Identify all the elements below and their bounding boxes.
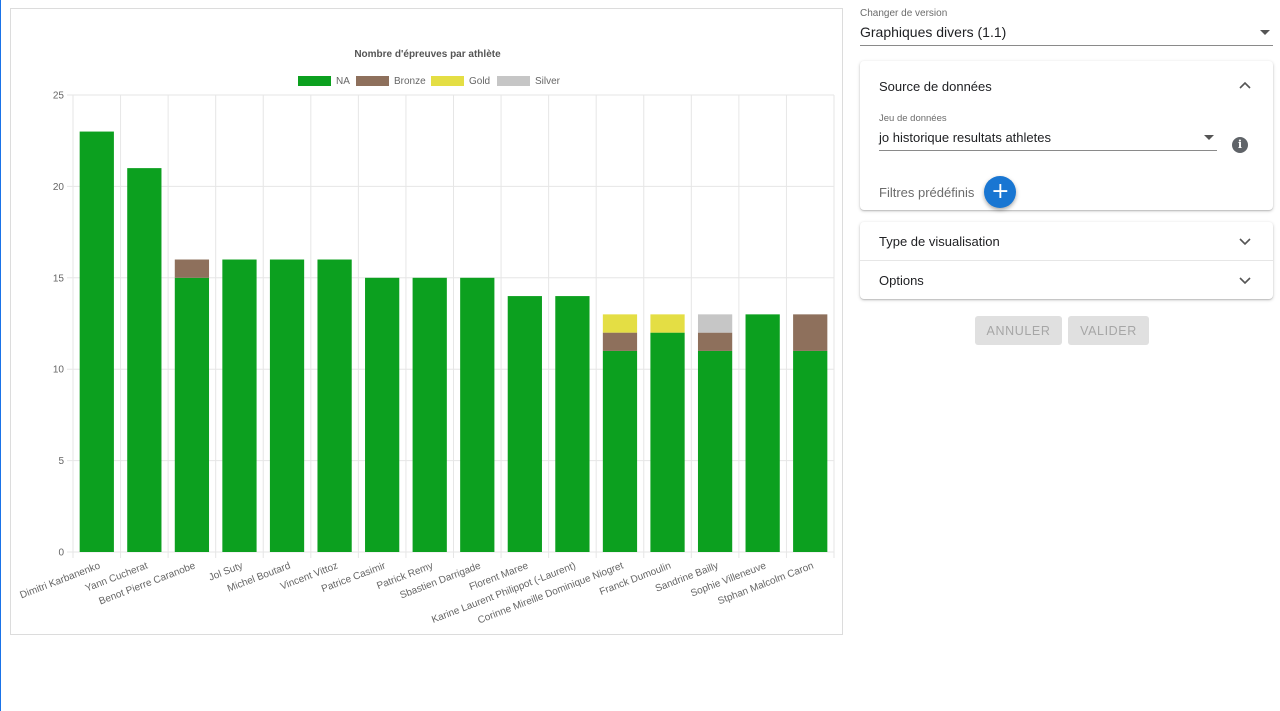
y-tick-label: 25 xyxy=(53,91,65,102)
legend-swatch xyxy=(497,76,530,86)
chevron-down-icon[interactable] xyxy=(1237,233,1253,249)
options-panel-title: Options xyxy=(879,272,924,288)
bar-segment xyxy=(555,296,590,552)
source-panel-title: Source de données xyxy=(879,78,992,94)
bar-segment xyxy=(269,259,305,552)
chevron-up-icon[interactable] xyxy=(1237,78,1253,94)
panel-divider xyxy=(860,260,1273,261)
y-tick-label: 5 xyxy=(58,456,64,467)
legend-label: NA xyxy=(336,76,350,87)
settings-panel: Type de visualisation Options xyxy=(860,222,1273,299)
bar-segment xyxy=(697,314,733,333)
bar-segment xyxy=(412,277,447,552)
chart-title: Nombre d'épreuves par athlète xyxy=(354,49,501,60)
bar-segment xyxy=(507,296,542,552)
bar-segment xyxy=(650,332,685,552)
plus-icon: + xyxy=(991,179,1010,204)
version-label: Changer de version xyxy=(860,8,948,19)
add-filter-button[interactable]: + xyxy=(984,176,1017,208)
bar-segment xyxy=(697,350,733,552)
bar-segment xyxy=(793,350,828,552)
bar-segment xyxy=(365,277,400,552)
visualisation-panel-title: Type de visualisation xyxy=(879,233,1000,249)
bar-segment xyxy=(127,168,162,552)
legend-label: Silver xyxy=(535,76,561,87)
window-edge xyxy=(0,0,1,711)
bar-segment xyxy=(602,350,638,552)
source-panel-header[interactable]: Source de données xyxy=(860,61,1273,111)
y-tick-label: 15 xyxy=(53,273,65,284)
dropdown-arrow-icon[interactable] xyxy=(1260,29,1270,35)
legend-label: Bronze xyxy=(394,76,426,87)
source-panel-body: Jeu de données jo historique resultats a… xyxy=(860,113,1273,209)
chart-panel: Nombre d'épreuves par athlète NA Bronze Gol… xyxy=(10,8,843,635)
version-selector[interactable]: Changer de version Graphiques divers (1.… xyxy=(860,8,1273,46)
bar-segment xyxy=(697,332,733,351)
bar-segment xyxy=(793,314,828,351)
legend-swatch xyxy=(431,76,464,86)
dataset-value: jo historique resultats athletes xyxy=(879,129,1051,145)
predefined-filters: Filtres prédéfinis + xyxy=(879,175,1254,209)
dropdown-arrow-icon[interactable] xyxy=(1204,134,1214,140)
y-tick-label: 0 xyxy=(58,548,64,559)
bar-segment xyxy=(222,259,257,552)
dataset-select[interactable]: jo historique resultats athletes xyxy=(879,124,1217,151)
bar-segment xyxy=(650,314,685,333)
bar-segment xyxy=(174,259,210,278)
dataset-label: Jeu de données xyxy=(879,113,947,124)
source-panel: Source de données Jeu de données jo hist… xyxy=(860,61,1273,210)
submit-button[interactable]: VALIDER xyxy=(1068,316,1149,345)
legend-swatch xyxy=(356,76,389,86)
y-tick-label: 20 xyxy=(53,182,65,193)
bar-segment xyxy=(745,314,780,552)
version-select[interactable]: Graphiques divers (1.1) xyxy=(860,19,1273,46)
x-tick-label: Dimitri Karbanenko xyxy=(19,560,103,601)
options-panel-header[interactable]: Options xyxy=(860,261,1273,299)
bar-segment xyxy=(317,259,352,552)
bar-chart: Nombre d'épreuves par athlète NA Bronze Gol… xyxy=(19,49,835,626)
info-icon[interactable]: i xyxy=(1232,137,1248,153)
filters-label: Filtres prédéfinis xyxy=(879,184,975,200)
version-value: Graphiques divers (1.1) xyxy=(860,24,1007,40)
legend-label: Gold xyxy=(469,76,490,87)
bar-segment xyxy=(174,277,210,552)
legend-swatch xyxy=(298,76,331,86)
bar-segment xyxy=(602,314,638,333)
bar-segment xyxy=(602,332,638,351)
cancel-button[interactable]: ANNULER xyxy=(975,316,1062,345)
y-tick-label: 10 xyxy=(53,365,65,376)
chevron-down-icon[interactable] xyxy=(1237,272,1253,288)
visualisation-panel-header[interactable]: Type de visualisation xyxy=(860,222,1273,260)
bar-segment xyxy=(79,131,114,552)
bar-segment xyxy=(460,277,495,552)
